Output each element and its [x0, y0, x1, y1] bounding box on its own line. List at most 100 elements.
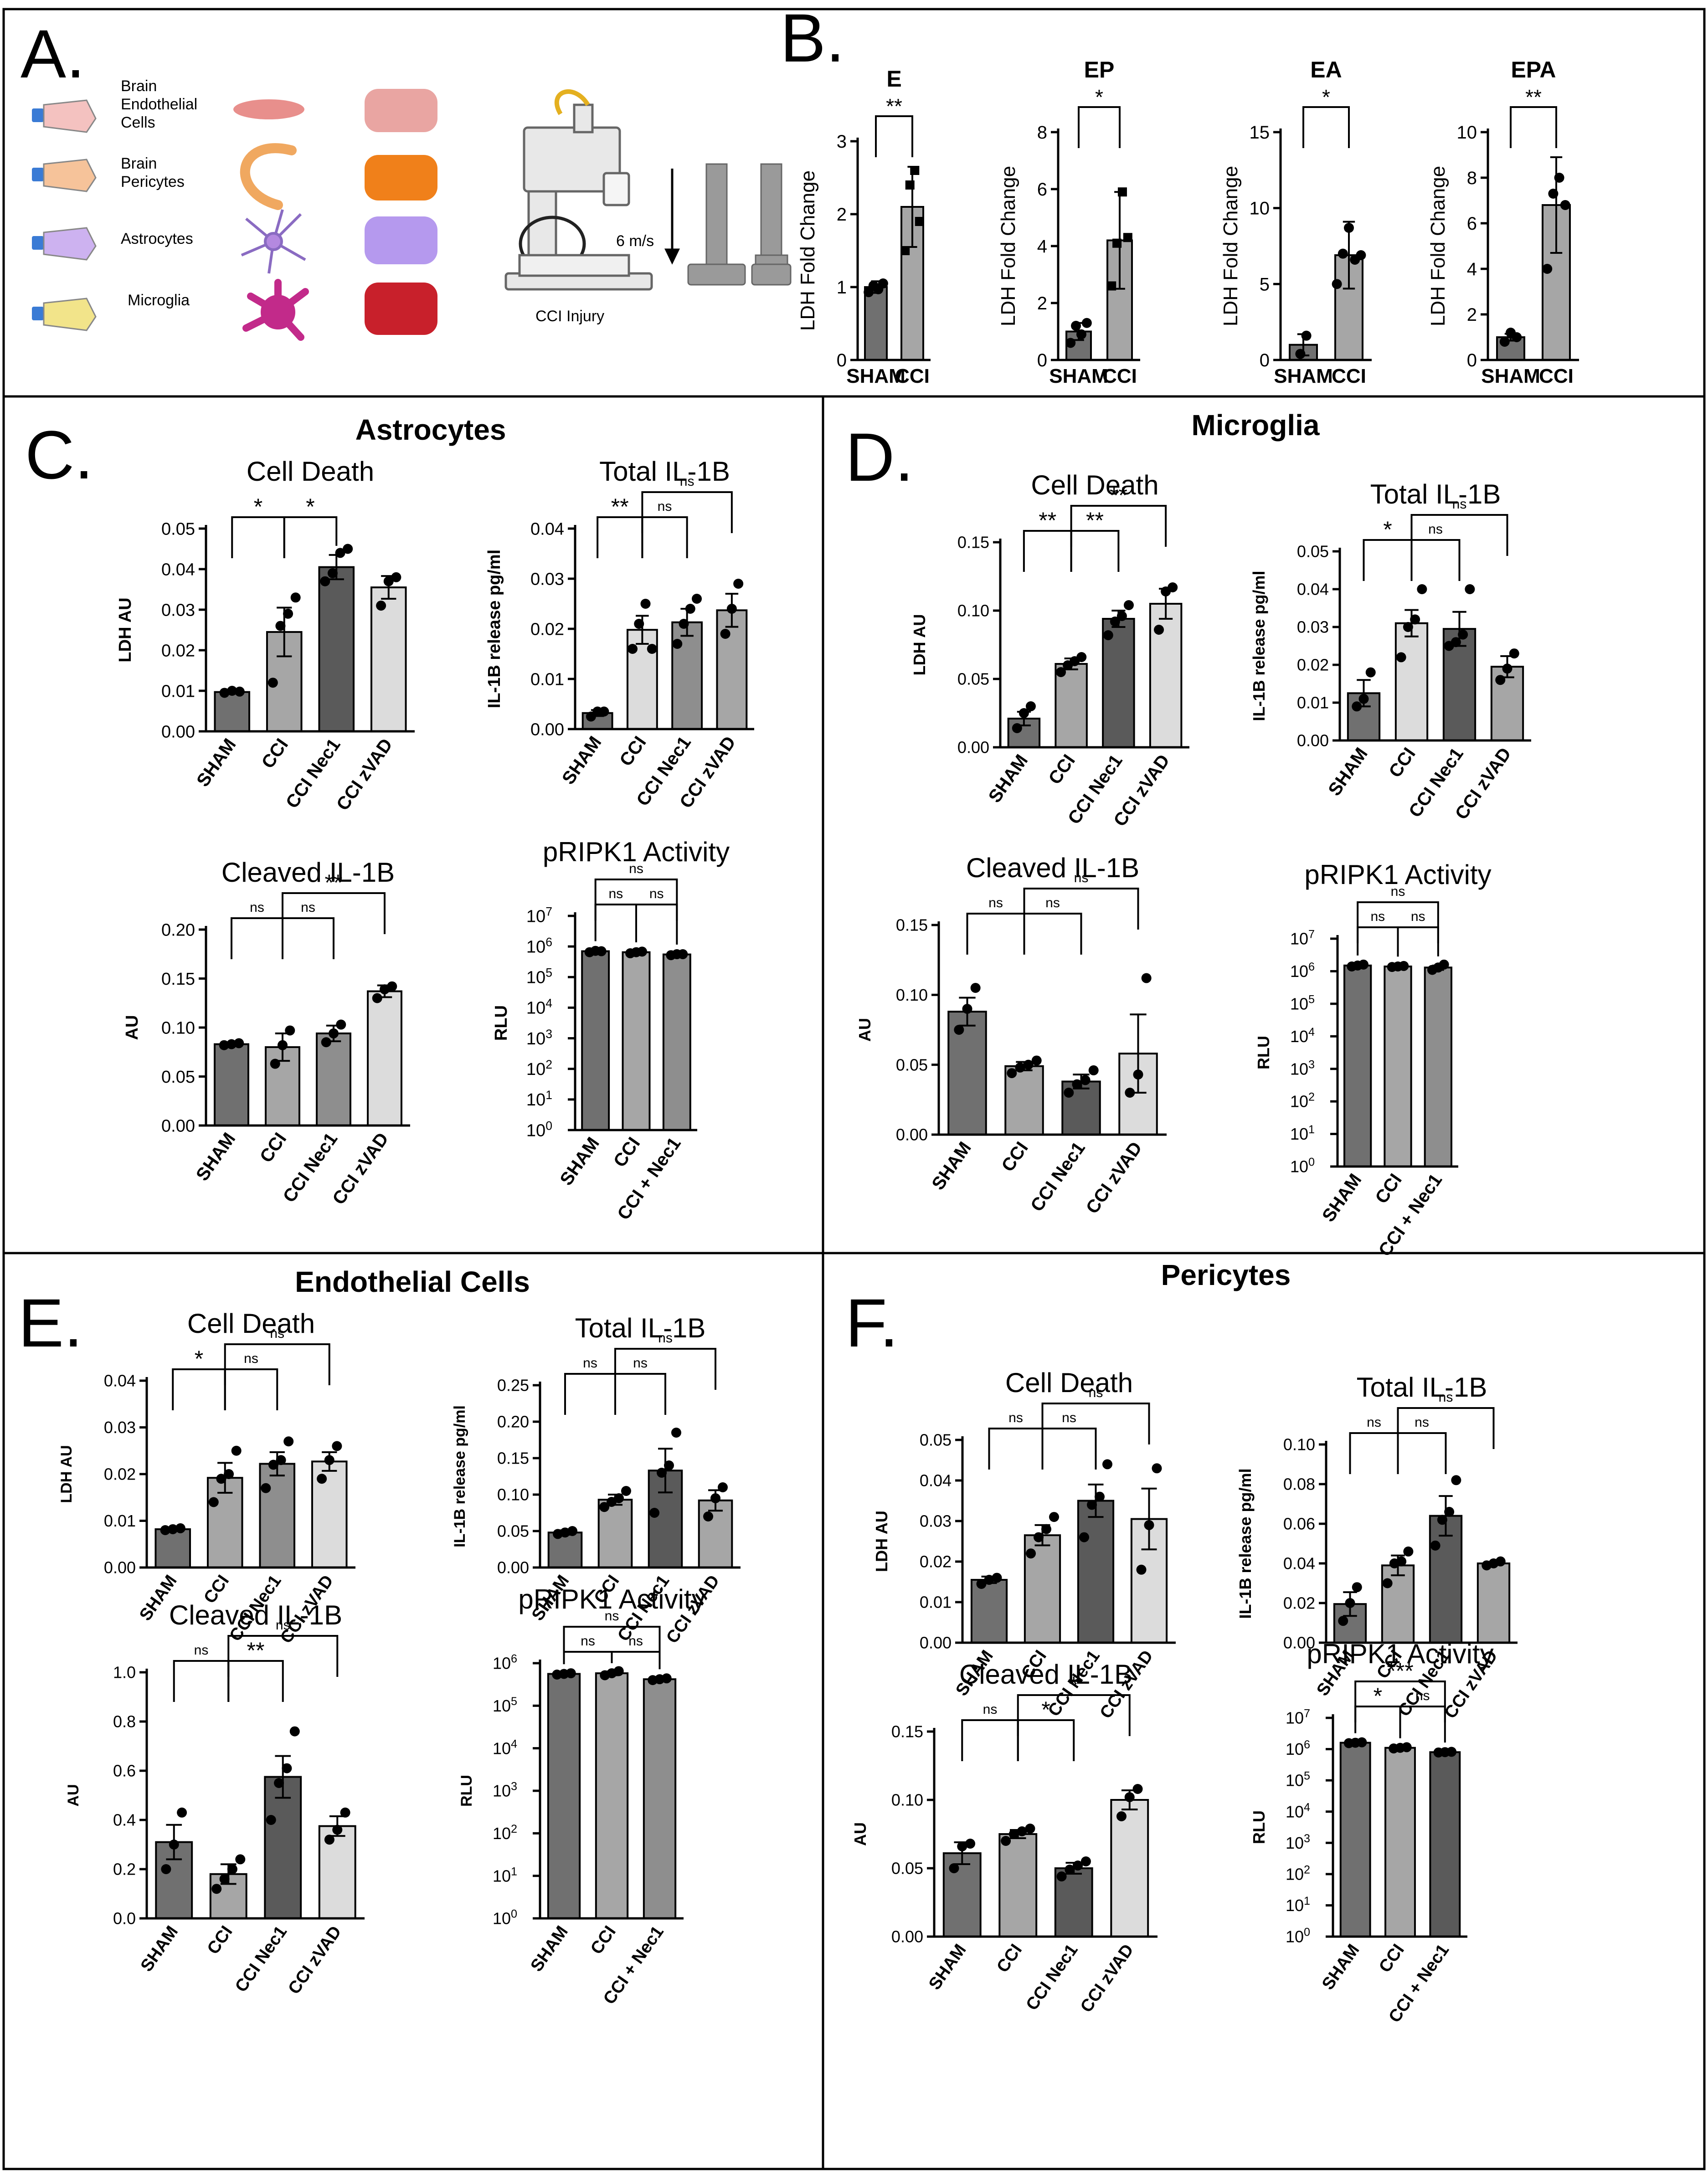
impactor-tip-icon — [751, 163, 792, 286]
data-point — [954, 1025, 964, 1035]
y-tick-label: 100 — [526, 1119, 552, 1140]
data-point — [336, 1019, 346, 1030]
data-point — [1451, 1475, 1461, 1485]
y-tick-label: 0.8 — [113, 1712, 136, 1731]
data-point — [717, 1482, 728, 1492]
data-point — [910, 166, 920, 175]
y-axis-label: IL-1B release pg/ml — [1250, 570, 1268, 721]
y-tick-label: 102 — [526, 1058, 552, 1079]
significance-bracket — [1354, 1706, 1401, 1738]
y-tick-label: 5 — [1260, 274, 1270, 294]
data-point — [1338, 1616, 1348, 1626]
error-bar — [1141, 1487, 1157, 1551]
y-tick-label: 0.10 — [497, 1485, 529, 1504]
bar-sham — [547, 1673, 581, 1919]
y-axis-label: LDH Fold Change — [1427, 166, 1449, 326]
chart-title: pRIPK1 Activity — [1304, 859, 1491, 890]
data-point — [1008, 1829, 1019, 1839]
x-tick-label: CCI — [998, 1138, 1032, 1176]
y-tick-label: 0.00 — [957, 738, 989, 757]
y-tick-label: 0.00 — [920, 1634, 952, 1652]
significance-label: ns — [1062, 1410, 1076, 1425]
y-tick-label: 105 — [493, 1695, 517, 1715]
data-point — [1025, 701, 1036, 711]
x-tick-label: CCI — [610, 1134, 644, 1171]
significance-bracket — [563, 1651, 613, 1665]
data-point — [640, 599, 651, 609]
y-tick-label: 100 — [1290, 1156, 1315, 1176]
chart-title: Cleaved IL-1B — [169, 1600, 342, 1630]
significance-bracket — [224, 1343, 330, 1385]
data-point — [383, 576, 394, 586]
data-point — [1116, 611, 1127, 621]
bar-cci — [998, 1833, 1038, 1938]
y-tick-label: 0.04 — [104, 1372, 136, 1390]
x-tick-label: CCI Nec1 — [1023, 1941, 1082, 2014]
data-point — [1088, 1065, 1099, 1075]
data-point — [1352, 701, 1362, 712]
data-point — [1465, 584, 1475, 594]
data-point — [1071, 321, 1081, 331]
y-tick-label: 8 — [1037, 123, 1047, 143]
data-point — [372, 993, 382, 1003]
data-point — [1403, 622, 1413, 632]
significance-label: ns — [608, 886, 623, 901]
significance-bracket — [282, 892, 386, 934]
y-tick-label: 102 — [493, 1823, 517, 1843]
data-point — [285, 1025, 295, 1036]
x-tick-label: CCI — [1044, 751, 1079, 788]
data-point — [1117, 187, 1127, 197]
significance-bracket — [1397, 926, 1439, 957]
data-point — [1332, 279, 1342, 289]
y-axis-label: LDH Fold Change — [1219, 166, 1242, 326]
y-tick-label: 100 — [1286, 1926, 1310, 1946]
y-tick-label: 0 — [837, 350, 847, 370]
y-tick-label: 0.01 — [530, 670, 564, 689]
data-point — [962, 1004, 972, 1014]
data-point — [710, 1493, 720, 1503]
bar-cci-nec1 — [259, 1463, 296, 1568]
data-point — [649, 1508, 660, 1518]
data-point — [1132, 1784, 1143, 1794]
data-point — [1125, 1088, 1135, 1098]
y-tick-label: 0.6 — [113, 1762, 136, 1780]
panel-letter-c: C. — [25, 416, 93, 493]
data-point — [878, 278, 888, 288]
significance-bracket — [875, 115, 913, 157]
x-tick-label: SHAM — [985, 751, 1032, 807]
data-point — [226, 1039, 237, 1049]
x-tick-label: SHAM — [1481, 365, 1540, 387]
data-point — [1295, 349, 1306, 359]
significance-bracket — [1397, 1432, 1447, 1474]
panel-f-frame — [822, 1252, 1706, 2170]
significance-label: ns — [1008, 1410, 1023, 1425]
significance-bracket — [641, 491, 733, 533]
significance-label: ns — [270, 1326, 284, 1341]
data-point — [324, 1835, 334, 1845]
x-tick-label: CCI — [1102, 365, 1137, 387]
y-tick-label: 106 — [1290, 961, 1315, 981]
y-axis-label: AU — [855, 1018, 874, 1042]
chart-title: Cleaved IL-1B — [966, 853, 1139, 883]
bar-cci-zvad — [1110, 1799, 1149, 1938]
panel-ab-frame — [2, 8, 1706, 398]
x-tick-label: SHAM — [1318, 1941, 1363, 1994]
chart-title: Cleaved IL-1B — [959, 1659, 1132, 1690]
data-point — [320, 576, 330, 586]
y-tick-label: 0.05 — [920, 1431, 952, 1449]
bar-cci-zvad — [1149, 603, 1183, 748]
x-tick-label: CCI Nec1 — [1027, 1138, 1089, 1215]
significance-label: ns — [1428, 522, 1443, 537]
y-tick-label: 0.06 — [1283, 1515, 1315, 1533]
data-point — [976, 1578, 987, 1589]
data-point — [1034, 1532, 1044, 1542]
data-point — [949, 1863, 959, 1873]
data-point — [1358, 694, 1369, 704]
data-point — [1026, 1548, 1036, 1559]
significance-bracket — [1399, 1706, 1446, 1743]
chart-C-total: Total IL-1B 0.00 0.01 0.02 0.03 0.04 IL-1B rel… — [485, 456, 754, 812]
cci-device-icon — [504, 89, 653, 291]
y-tick-label: 0.05 — [1297, 542, 1329, 561]
significance-bracket — [1349, 1432, 1399, 1474]
significance-label: ns — [633, 1356, 648, 1371]
